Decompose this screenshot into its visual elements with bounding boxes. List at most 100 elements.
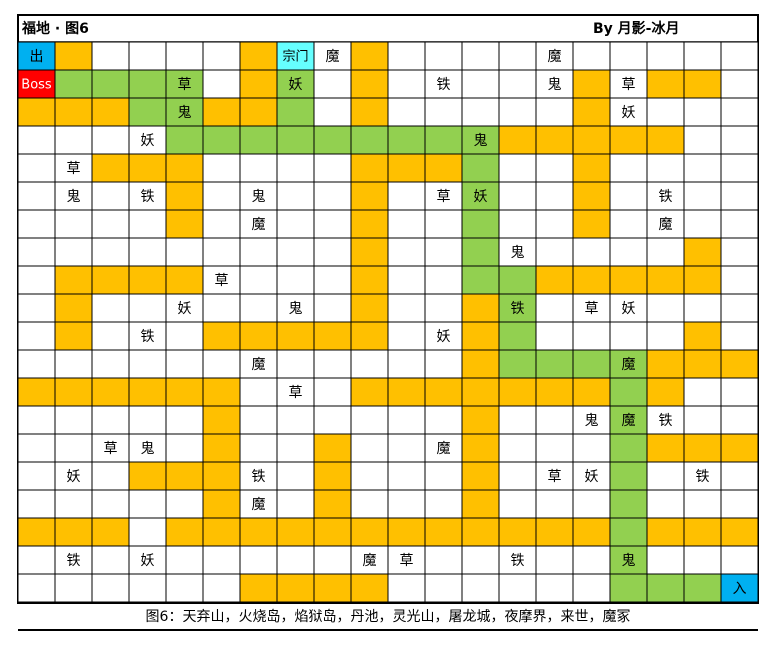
cell bbox=[720, 489, 759, 519]
cell bbox=[461, 41, 500, 71]
cell bbox=[202, 237, 241, 267]
cell bbox=[720, 69, 759, 99]
cell bbox=[54, 97, 93, 127]
cell bbox=[17, 517, 56, 547]
cell bbox=[498, 209, 537, 239]
cell bbox=[461, 489, 500, 519]
cell bbox=[313, 545, 352, 575]
cell bbox=[276, 97, 315, 127]
cell-label: 草 bbox=[585, 301, 599, 317]
cell bbox=[165, 573, 204, 603]
cell bbox=[498, 405, 537, 435]
cell-label: 铁 bbox=[511, 553, 525, 569]
cell bbox=[54, 41, 93, 71]
cell bbox=[17, 545, 56, 575]
cell bbox=[572, 125, 611, 155]
cell bbox=[313, 97, 352, 127]
cell bbox=[646, 489, 685, 519]
cell bbox=[498, 293, 537, 323]
cell bbox=[165, 377, 204, 407]
cell-label: 鬼 bbox=[252, 189, 266, 205]
cell-label: 草 bbox=[622, 77, 636, 93]
cell bbox=[54, 573, 93, 603]
cell bbox=[572, 545, 611, 575]
cell-label: 鬼 bbox=[474, 133, 488, 149]
author: By 月影-冰月 bbox=[593, 20, 679, 37]
cell-label: 草 bbox=[400, 553, 414, 569]
cell bbox=[572, 489, 611, 519]
cell bbox=[54, 293, 93, 323]
cell bbox=[535, 489, 574, 519]
cell bbox=[498, 433, 537, 463]
cell bbox=[165, 237, 204, 267]
cell bbox=[498, 153, 537, 183]
cell bbox=[202, 433, 241, 463]
cell bbox=[165, 265, 204, 295]
cell bbox=[572, 573, 611, 603]
cell bbox=[313, 349, 352, 379]
cell bbox=[535, 517, 574, 547]
cell bbox=[387, 433, 426, 463]
cell-label: 草 bbox=[289, 385, 303, 401]
cell bbox=[313, 237, 352, 267]
cell bbox=[424, 377, 463, 407]
cell bbox=[239, 97, 278, 127]
cell bbox=[461, 321, 500, 351]
cell bbox=[276, 545, 315, 575]
cell bbox=[202, 517, 241, 547]
cell bbox=[683, 265, 722, 295]
cell bbox=[239, 545, 278, 575]
cell bbox=[350, 545, 389, 575]
cell bbox=[202, 293, 241, 323]
cell bbox=[54, 209, 93, 239]
cell-label: 魔 bbox=[252, 217, 266, 233]
cell bbox=[91, 545, 130, 575]
cell bbox=[498, 489, 537, 519]
cell bbox=[498, 97, 537, 127]
cell bbox=[276, 377, 315, 407]
cell bbox=[276, 433, 315, 463]
cell bbox=[54, 69, 93, 99]
cell bbox=[424, 545, 463, 575]
cell bbox=[128, 41, 167, 71]
cell bbox=[54, 265, 93, 295]
cell bbox=[424, 293, 463, 323]
cell bbox=[128, 293, 167, 323]
cell bbox=[165, 349, 204, 379]
cell bbox=[720, 377, 759, 407]
cell bbox=[17, 209, 56, 239]
cell bbox=[387, 405, 426, 435]
cell-label: 铁 bbox=[659, 189, 673, 205]
cell bbox=[54, 517, 93, 547]
cell bbox=[276, 349, 315, 379]
cell bbox=[17, 405, 56, 435]
cell bbox=[91, 377, 130, 407]
cell bbox=[683, 237, 722, 267]
cell bbox=[646, 41, 685, 71]
cell-label: 妖 bbox=[585, 469, 599, 485]
cell bbox=[239, 237, 278, 267]
cell bbox=[498, 125, 537, 155]
cell bbox=[424, 97, 463, 127]
cell bbox=[461, 209, 500, 239]
cell bbox=[572, 517, 611, 547]
cell bbox=[387, 377, 426, 407]
cell-label: 鬼 bbox=[141, 441, 155, 457]
cell bbox=[202, 41, 241, 71]
cell bbox=[17, 433, 56, 463]
cell bbox=[165, 545, 204, 575]
cell bbox=[165, 125, 204, 155]
cell bbox=[91, 489, 130, 519]
cell-label: 鬼 bbox=[67, 189, 81, 205]
cell bbox=[239, 181, 278, 211]
cell bbox=[720, 125, 759, 155]
cell bbox=[387, 181, 426, 211]
cell bbox=[239, 321, 278, 351]
cell bbox=[239, 69, 278, 99]
cell bbox=[720, 545, 759, 575]
cell bbox=[461, 573, 500, 603]
cell bbox=[202, 265, 241, 295]
cell bbox=[165, 181, 204, 211]
cell bbox=[646, 321, 685, 351]
